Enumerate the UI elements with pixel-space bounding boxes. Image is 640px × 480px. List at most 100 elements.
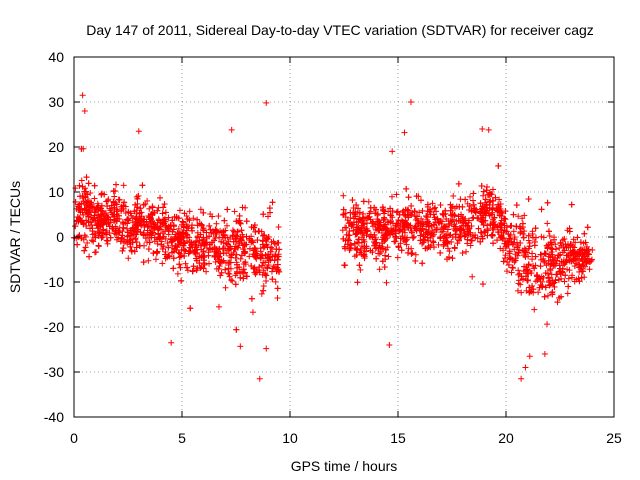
data-point <box>489 186 496 193</box>
data-point <box>104 238 111 245</box>
data-point <box>119 232 126 239</box>
data-point <box>407 99 414 105</box>
data-point <box>578 268 585 275</box>
data-point <box>444 240 451 247</box>
data-point <box>260 287 267 294</box>
y-tick-label: -10 <box>44 274 64 290</box>
data-point <box>525 277 532 284</box>
data-point <box>478 216 485 223</box>
data-point <box>430 211 437 218</box>
data-point <box>540 274 547 281</box>
data-point <box>241 249 248 256</box>
data-point <box>201 261 208 268</box>
data-point <box>432 204 439 211</box>
data-point <box>366 210 373 217</box>
data-point <box>401 211 408 218</box>
data-point <box>575 275 582 282</box>
data-point <box>159 221 166 228</box>
data-point <box>180 246 187 253</box>
data-point <box>176 261 183 268</box>
data-point <box>113 181 120 188</box>
data-point <box>346 247 353 254</box>
data-point <box>341 262 348 269</box>
data-point <box>404 249 411 256</box>
data-point <box>91 195 98 202</box>
data-point <box>372 210 379 217</box>
data-point <box>450 216 457 223</box>
data-point <box>565 275 572 282</box>
data-point <box>126 237 133 244</box>
data-point <box>199 252 206 259</box>
data-point <box>230 238 237 245</box>
data-point <box>83 217 90 224</box>
data-point <box>253 269 260 276</box>
data-point <box>505 239 512 246</box>
data-point <box>583 260 590 267</box>
data-point <box>433 225 440 232</box>
data-point <box>356 262 363 269</box>
data-point <box>471 205 478 212</box>
data-point <box>350 227 357 234</box>
y-tick-labels: -40 -30 -20 -10 0 10 20 30 40 <box>44 49 64 425</box>
data-point <box>556 245 563 252</box>
data-point <box>194 216 201 223</box>
data-point <box>506 235 513 242</box>
data-point <box>200 257 207 264</box>
data-point <box>384 218 391 225</box>
y-tick-label: 30 <box>48 94 64 110</box>
data-point <box>562 272 569 279</box>
data-point <box>497 234 504 241</box>
data-point <box>120 245 127 252</box>
data-point <box>111 193 118 200</box>
data-point <box>228 126 235 133</box>
data-point <box>179 218 186 225</box>
data-point <box>387 218 394 225</box>
data-point <box>360 236 367 243</box>
data-point <box>477 210 484 217</box>
data-point <box>489 225 496 232</box>
data-point <box>246 245 253 252</box>
data-point <box>544 244 551 251</box>
data-point <box>501 227 508 234</box>
data-point <box>470 214 477 221</box>
data-point <box>151 221 158 228</box>
data-point <box>566 228 573 235</box>
y-tick-label: 10 <box>48 184 64 200</box>
data-point <box>102 215 109 222</box>
data-point <box>424 214 431 221</box>
data-point <box>438 229 445 236</box>
data-point <box>232 255 239 262</box>
data-point <box>187 248 194 255</box>
data-point <box>431 205 438 212</box>
data-point <box>557 239 564 246</box>
data-point <box>437 202 444 209</box>
data-point <box>380 217 387 224</box>
data-point <box>115 234 122 241</box>
data-point <box>561 236 568 243</box>
data-point <box>584 224 591 231</box>
data-point <box>474 215 481 222</box>
data-point <box>571 244 578 251</box>
data-point <box>496 222 503 229</box>
data-point <box>447 207 454 214</box>
data-point <box>228 276 235 283</box>
data-point <box>121 236 128 243</box>
data-point <box>485 227 492 234</box>
data-point <box>470 201 477 208</box>
data-point <box>354 226 361 233</box>
data-point <box>87 204 94 211</box>
data-point <box>377 222 384 229</box>
data-point <box>530 262 537 269</box>
data-point <box>154 224 161 231</box>
data-point <box>119 247 126 254</box>
data-point <box>83 174 90 181</box>
data-point <box>521 263 528 270</box>
data-point <box>110 225 117 232</box>
data-point <box>574 249 581 256</box>
data-point <box>238 252 245 259</box>
data-point <box>483 183 490 190</box>
data-point <box>157 194 164 201</box>
data-point <box>538 233 545 240</box>
data-point <box>220 250 227 257</box>
data-point <box>78 217 85 224</box>
